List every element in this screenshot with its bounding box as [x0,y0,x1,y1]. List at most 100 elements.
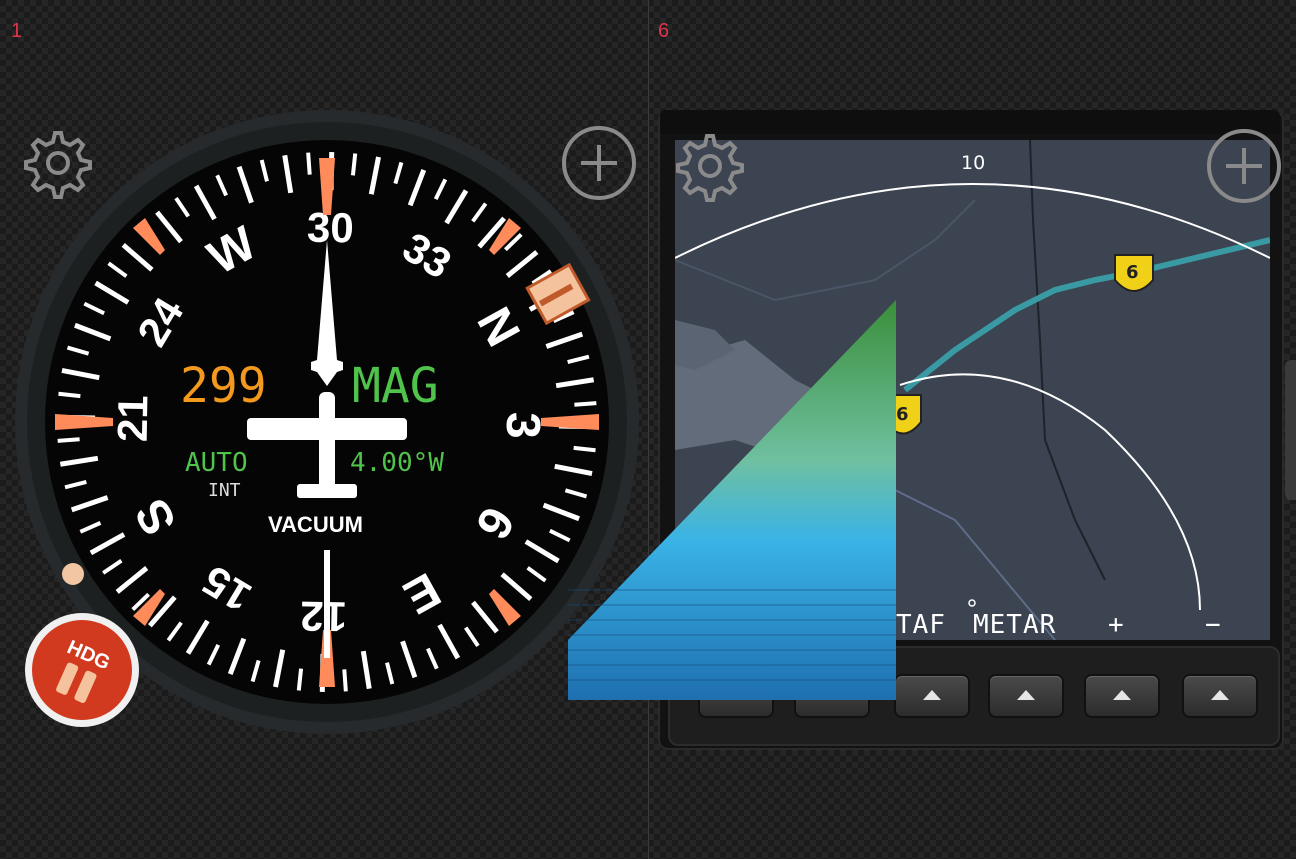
heading-indicator[interactable]: N 3 6 E 12 15 S 21 24 W 30 33 [15,110,640,735]
plus-circle-icon [562,126,636,200]
compass-tick [206,644,221,666]
compass-tick [64,480,87,490]
compass-tick [306,152,312,175]
compass-tick [505,250,539,278]
compass-tick [471,600,499,634]
compass-tick [426,647,439,670]
compass-tick [131,592,150,611]
compass-tick [504,233,523,252]
compass-tick [273,649,286,688]
compass-tick [555,377,595,389]
compass-tick [83,301,105,316]
softkey-zoom-in[interactable] [1086,676,1158,716]
highway-shield-label: 6 [1126,262,1139,283]
mfd-top-bar [660,110,1280,134]
indicator-dot [62,563,84,585]
compass-tick [542,502,580,522]
compass-tick [407,169,427,207]
compass-tick [549,528,571,543]
compass-tick [385,662,395,685]
compass-tick [89,532,126,556]
compass-tick [74,322,112,342]
compass-tick [437,623,461,660]
compass-tick [121,242,154,272]
compass-tick [155,210,183,244]
compass-tick [185,619,210,655]
compass-tick [70,495,109,513]
range-label: 10 [961,152,986,174]
render-artifact [568,300,896,700]
compass-tick [61,368,100,381]
side-drawer-handle[interactable] [1285,360,1296,500]
panel-divider [648,0,649,859]
compass-tick [433,178,448,200]
compass-tick [259,159,269,182]
gear-icon [676,134,744,202]
compass-tick [393,161,404,185]
compass-tick [464,626,480,647]
panel-left: 1 [11,20,23,42]
compass-tick [236,165,254,204]
panel-number: 6 [658,20,670,42]
settings-button-left[interactable] [20,125,96,201]
compass-tick [444,189,469,225]
add-button-left[interactable] [561,125,637,201]
softkey-metar[interactable] [990,676,1062,716]
softkey-label-zoom-in: + [1108,610,1125,640]
compass-tick [227,637,247,675]
panel-number: 1 [11,20,23,42]
compass-tick [350,153,358,176]
variation-value: 4.00°W [350,448,444,478]
compass-tick [296,668,304,691]
compass-tick [524,539,560,564]
compass-tick [545,331,584,349]
compass-tick [552,310,575,323]
compass-tick [174,197,190,218]
mode-label: AUTO [185,448,248,478]
compass-tick [554,463,593,476]
compass-tick [107,261,128,278]
compass-tick [477,216,507,249]
compass-tick [79,521,102,534]
compass-tick [59,455,99,467]
compass-tick [58,391,81,399]
compass-tick [66,345,90,356]
softkey-label-zoom-out: − [1205,610,1222,640]
softkey-label-taf: TAF [896,610,946,640]
plus-circle-icon [1207,129,1281,203]
compass-tick [526,566,547,583]
compass-tick [471,202,488,223]
compass-tick [250,659,261,683]
compass-tick [166,621,183,642]
settings-button-right[interactable] [672,128,748,204]
compass-tick [94,280,130,305]
compass-tick [342,669,348,692]
compass-tick [147,595,177,628]
compass-tick [500,572,533,602]
softkey-zoom-out[interactable] [1184,676,1256,716]
compass-tick [573,445,596,453]
mode-sub-label: INT [208,480,241,501]
compass-tick [360,650,372,690]
compass-tick [215,174,228,197]
softkey-label-metar: METAR [973,610,1057,640]
heading-reference: MAG [352,358,439,414]
compass-tick [102,559,123,575]
compass-tick [400,640,418,679]
compass-tick [368,156,381,195]
compass-tick [567,354,590,364]
compass-tick [193,184,217,221]
softkey-taf[interactable] [896,676,968,716]
compass-label: 3 [496,412,549,440]
compass-tick [57,437,80,443]
compass-tick [115,566,149,594]
vacuum-label: VACUUM [268,512,363,537]
compass-tick [282,154,294,194]
add-button-right[interactable] [1206,128,1282,204]
heading-value: 299 [180,358,267,414]
gear-icon [24,131,92,199]
compass-tick [531,269,552,285]
hdg-button[interactable]: HDG [22,610,142,730]
compass-tick [574,401,597,407]
